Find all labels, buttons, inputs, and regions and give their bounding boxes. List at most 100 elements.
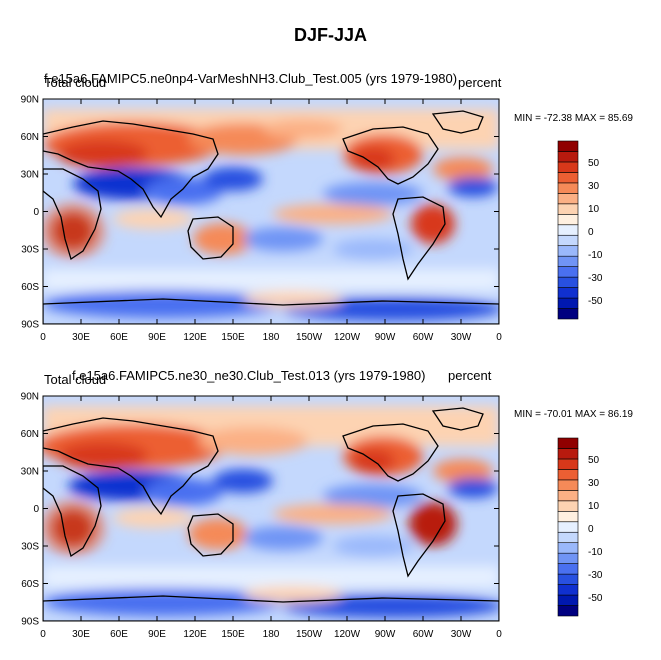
y-tick-label: 60N — [21, 132, 39, 143]
colorbar-swatch — [557, 448, 579, 460]
x-tick-label: 90W — [375, 629, 396, 640]
colorbar-swatch — [557, 542, 579, 554]
panel-1-case: f.e15a6.FAMIPC5.ne0np4-VarMeshNH3.Club_T… — [44, 71, 458, 86]
colorbar-swatch — [557, 510, 579, 523]
y-tick-label: 60N — [21, 429, 39, 440]
colorbar-label: 10 — [588, 204, 600, 215]
colorbar-swatch — [557, 521, 579, 533]
colorbar-swatch — [557, 573, 579, 585]
colorbar-swatch — [557, 469, 579, 481]
colorbar-swatch — [557, 287, 579, 299]
y-tick-label: 30S — [21, 542, 39, 553]
panel-1-map — [42, 98, 500, 325]
colorbar-swatch — [557, 552, 579, 564]
y-tick-label: 30N — [21, 170, 39, 181]
x-tick-label: 60E — [110, 629, 128, 640]
x-tick-label: 180 — [263, 332, 280, 343]
colorbar-swatch — [557, 563, 579, 575]
x-tick-label: 0 — [496, 629, 502, 640]
y-tick-label: 60S — [21, 282, 39, 293]
colorbar-swatch — [557, 479, 579, 491]
colorbar-label: 0 — [588, 227, 594, 238]
x-tick-label: 120E — [183, 629, 207, 640]
colorbar-swatch — [557, 172, 579, 184]
x-tick-label: 0 — [40, 332, 46, 343]
y-tick-label: 30S — [21, 245, 39, 256]
x-tick-label: 30W — [451, 332, 472, 343]
colorbar-swatch — [557, 605, 579, 617]
colorbar-swatch — [557, 458, 579, 470]
y-tick-label: 90S — [21, 320, 39, 331]
x-tick-label: 0 — [40, 629, 46, 640]
colorbar-label: -30 — [588, 570, 603, 581]
x-tick-label: 90E — [148, 332, 166, 343]
colorbar-swatch — [557, 531, 579, 544]
x-tick-label: 120E — [183, 332, 207, 343]
x-tick-label: 150W — [296, 332, 323, 343]
x-tick-label: 150E — [221, 332, 245, 343]
x-tick-label: 60W — [413, 332, 434, 343]
colorbar-swatch — [557, 161, 579, 173]
colorbar-swatch — [557, 234, 579, 247]
colorbar-label: 50 — [588, 455, 600, 466]
x-tick-label: 0 — [496, 332, 502, 343]
x-tick-label: 30E — [72, 332, 90, 343]
colorbar-swatch — [557, 213, 579, 226]
x-tick-label: 150W — [296, 629, 323, 640]
colorbar-swatch — [557, 151, 579, 163]
x-tick-label: 90E — [148, 629, 166, 640]
colorbar-swatch — [557, 584, 579, 596]
y-tick-label: 0 — [33, 504, 39, 515]
colorbar-swatch — [557, 140, 579, 152]
colorbar-swatch — [557, 245, 579, 257]
panel-2-case: f.e15a6.FAMIPC5.ne30_ne30.Club_Test.013 … — [72, 368, 426, 383]
colorbar-swatch — [557, 297, 579, 309]
colorbar-swatch — [557, 224, 579, 236]
colorbar-swatch — [557, 193, 579, 205]
x-tick-label: 120W — [334, 629, 361, 640]
panel-2-variable: Total cloud — [44, 372, 107, 387]
colorbar-label: -30 — [588, 273, 603, 284]
y-tick-label: 30N — [21, 467, 39, 478]
y-tick-label: 90N — [21, 392, 39, 403]
x-tick-label: 60E — [110, 332, 128, 343]
colorbar-label: -50 — [588, 296, 603, 307]
panel-1-units: percent — [458, 75, 502, 90]
colorbar-swatch — [557, 203, 579, 215]
colorbar-swatch — [557, 182, 579, 194]
y-tick-label: 90N — [21, 95, 39, 106]
colorbar-swatch — [557, 276, 579, 288]
colorbar-label: 30 — [588, 181, 600, 192]
colorbar-label: 0 — [588, 524, 594, 535]
colorbar-swatch — [557, 594, 579, 606]
panel-2-units: percent — [448, 368, 492, 383]
panel-2-minmax: MIN = -70.01 MAX = 86.19 — [514, 409, 633, 420]
panel-1-minmax: MIN = -72.38 MAX = 85.69 — [514, 113, 633, 124]
panel-2-map — [42, 395, 500, 622]
colorbar-label: 30 — [588, 478, 600, 489]
colorbar-swatch — [557, 500, 579, 512]
colorbar-label: 50 — [588, 158, 600, 169]
x-tick-label: 150E — [221, 629, 245, 640]
panel-1-variable: Total cloud — [44, 75, 107, 90]
x-tick-label: 90W — [375, 332, 396, 343]
colorbar-label: -50 — [588, 593, 603, 604]
x-tick-label: 180 — [263, 629, 280, 640]
colorbar-swatch — [557, 266, 579, 278]
x-tick-label: 30E — [72, 629, 90, 640]
y-tick-label: 0 — [33, 207, 39, 218]
colorbar-swatch — [557, 308, 579, 320]
colorbar-swatch — [557, 490, 579, 502]
x-tick-label: 30W — [451, 629, 472, 640]
colorbar-swatch — [557, 437, 579, 449]
colorbar-label: 10 — [588, 501, 600, 512]
colorbar-label: -10 — [588, 547, 603, 558]
y-tick-label: 90S — [21, 617, 39, 628]
colorbar-swatch — [557, 255, 579, 267]
x-tick-label: 60W — [413, 629, 434, 640]
figure-title: DJF-JJA — [293, 25, 368, 45]
y-tick-label: 60S — [21, 579, 39, 590]
x-tick-label: 120W — [334, 332, 361, 343]
colorbar-label: -10 — [588, 250, 603, 261]
